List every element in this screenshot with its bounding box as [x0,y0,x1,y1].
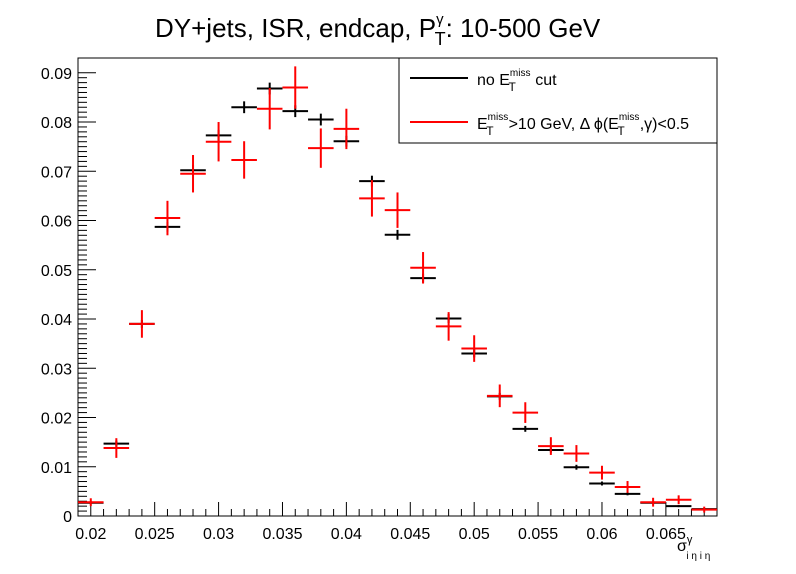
point-no-cut [231,101,257,114]
x-tick-label: 0.045 [390,526,430,543]
x-tick-label: 0.06 [586,526,617,543]
point-met-cut [103,438,130,458]
point-met-cut [410,252,436,284]
point-met-cut [256,88,283,130]
point-no-cut [384,229,411,240]
legend-label-no-cut-tail: cut [531,72,557,89]
y-tick-label: 0 [63,509,72,526]
chart-title-sub: T [435,29,446,49]
x-tick-label: 0.035 [262,526,302,543]
point-met-cut [205,122,232,162]
legend-label-met-cut-sub: T [486,124,494,138]
point-met-cut [180,155,206,193]
point-no-cut [512,425,539,432]
legend-label-no-cut-sub: T [508,80,516,94]
axis-ticks [77,72,718,517]
point-met-cut [78,498,104,507]
legend-label-met-cut: Emiss T >10 GeV, Δ ϕ(Emiss T ,γ)<0.5 [477,112,689,138]
x-tick-label: 0.025 [135,526,175,543]
point-no-cut [308,113,334,126]
legend-label-met-cut-tail2: ,γ)<0.5 [640,116,689,133]
point-met-cut [589,465,615,480]
point-met-cut [129,310,155,338]
y-tick-label: 0.08 [41,115,72,132]
point-met-cut [333,108,360,150]
legend: no Emiss T cut Emiss T >10 GeV, Δ ϕ(Emiss T,… [398,57,718,144]
x-tick-label: 0.04 [331,526,362,543]
point-no-cut [563,464,590,470]
point-no-cut [589,481,615,486]
legend-label-met-cut-sup2: miss [619,112,640,123]
point-met-cut [486,384,513,408]
x-tick-label: 0.055 [518,526,558,543]
legend-label-met-cut-main: E [477,116,488,133]
y-tick-label: 0.07 [41,164,72,181]
point-met-cut [614,481,641,493]
point-met-cut [665,495,692,505]
point-met-cut [640,497,666,507]
x-axis-label-sub: i η i η [686,551,710,562]
legend-label-met-cut-sup: miss [488,112,509,123]
point-met-cut [231,141,257,179]
x-tick-label: 0.05 [459,526,490,543]
legend-label-no-cut-sup: miss [510,68,531,79]
y-tick-label: 0.09 [41,66,72,83]
point-met-cut [538,437,564,455]
point-met-cut [435,312,462,341]
chart-title-tail: : 10-500 GeV [446,13,601,43]
x-axis-label: σγ i η i η [677,534,710,562]
x-tick-label: 0.02 [75,526,106,543]
y-tick-label: 0.03 [41,361,72,378]
legend-box [398,57,718,144]
x-axis-label-main: σ [677,538,687,555]
chart-title-main: DY+jets, ISR, endcap, P [155,13,436,43]
series-met-cut [78,66,717,513]
x-axis-label-sup: γ [687,534,693,546]
legend-label-no-cut-main: no E [477,72,510,89]
point-met-cut [512,402,539,423]
chart-title: DY+jets, ISR, endcap, Pγ T: 10-500 GeV [155,11,601,49]
point-no-cut [665,505,692,508]
point-met-cut [359,180,385,217]
y-tick-label: 0.05 [41,263,72,280]
x-tick-label: 0.03 [203,526,234,543]
legend-label-met-cut-sub2: T [617,124,625,138]
point-met-cut [282,66,309,109]
y-tick-label: 0.02 [41,411,72,428]
x-tick-labels: 0.02 0.025 0.03 0.035 0.04 0.045 0.05 0.055 0.06… [75,526,686,543]
y-tick-label: 0.04 [41,312,72,329]
point-met-cut [563,445,590,462]
legend-label-no-cut: no Emiss T cut [477,68,557,94]
x-tick-label: 0.065 [646,526,686,543]
point-met-cut [308,128,334,168]
point-met-cut [384,192,411,228]
chart-title-sup: γ [436,11,444,28]
y-tick-labels: 0 0.01 0.02 0.03 0.04 0.05 0.06 0.07 0.08 0.09 [41,66,72,526]
point-met-cut [691,506,717,513]
y-tick-label: 0.06 [41,214,72,231]
y-tick-label: 0.01 [41,460,72,477]
point-met-cut [461,335,487,362]
point-met-cut [154,200,181,236]
legend-label-met-cut-tail: >10 GeV, Δ ϕ(E [509,116,619,133]
series-no-cut [78,82,717,511]
